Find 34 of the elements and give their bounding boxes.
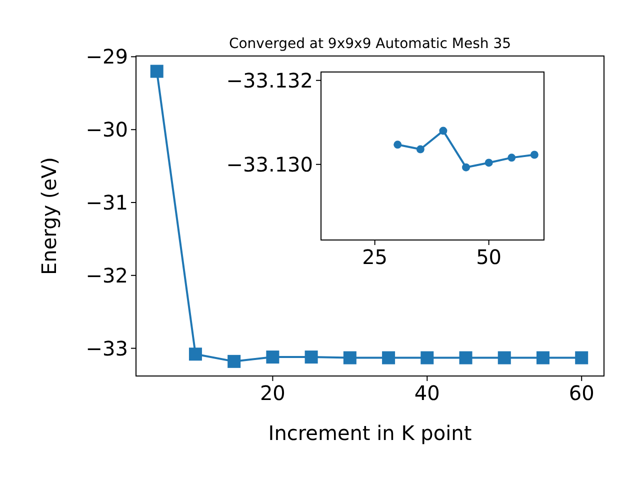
point — [304, 350, 318, 364]
point — [382, 351, 396, 364]
point — [530, 150, 538, 159]
x-tick-label: 40 — [414, 381, 440, 405]
point — [459, 351, 472, 364]
point — [228, 354, 241, 368]
y-axis-title: Energy (eV) — [37, 157, 61, 275]
point — [150, 64, 164, 78]
point — [439, 126, 448, 135]
point — [416, 145, 424, 154]
y-tick-label: −31 — [86, 190, 128, 215]
y-tick-label: −33.132 — [226, 68, 313, 92]
point — [498, 351, 511, 364]
point — [575, 351, 588, 364]
point — [394, 140, 402, 149]
point — [536, 351, 550, 364]
point — [508, 154, 516, 162]
point — [343, 351, 356, 364]
x-tick-label: 25 — [362, 245, 388, 269]
x-tick-label: 20 — [260, 381, 286, 405]
x-tick-label: 60 — [568, 381, 594, 405]
y-tick-label: −30 — [86, 118, 128, 142]
y-tick-label: −33.130 — [226, 152, 313, 176]
point — [266, 350, 280, 364]
y-tick-label: −33 — [86, 336, 128, 360]
y-tick-label: −32 — [86, 263, 128, 288]
point — [188, 348, 202, 361]
point — [484, 158, 493, 167]
point — [420, 351, 434, 364]
y-tick-label: −29 — [86, 44, 128, 69]
point — [462, 163, 470, 172]
x-tick-label: 50 — [476, 245, 502, 269]
chart-title: Converged at 9x9x9 Automatic Mesh 35 — [228, 36, 512, 52]
x-axis-title: Increment in K point — [268, 421, 472, 445]
